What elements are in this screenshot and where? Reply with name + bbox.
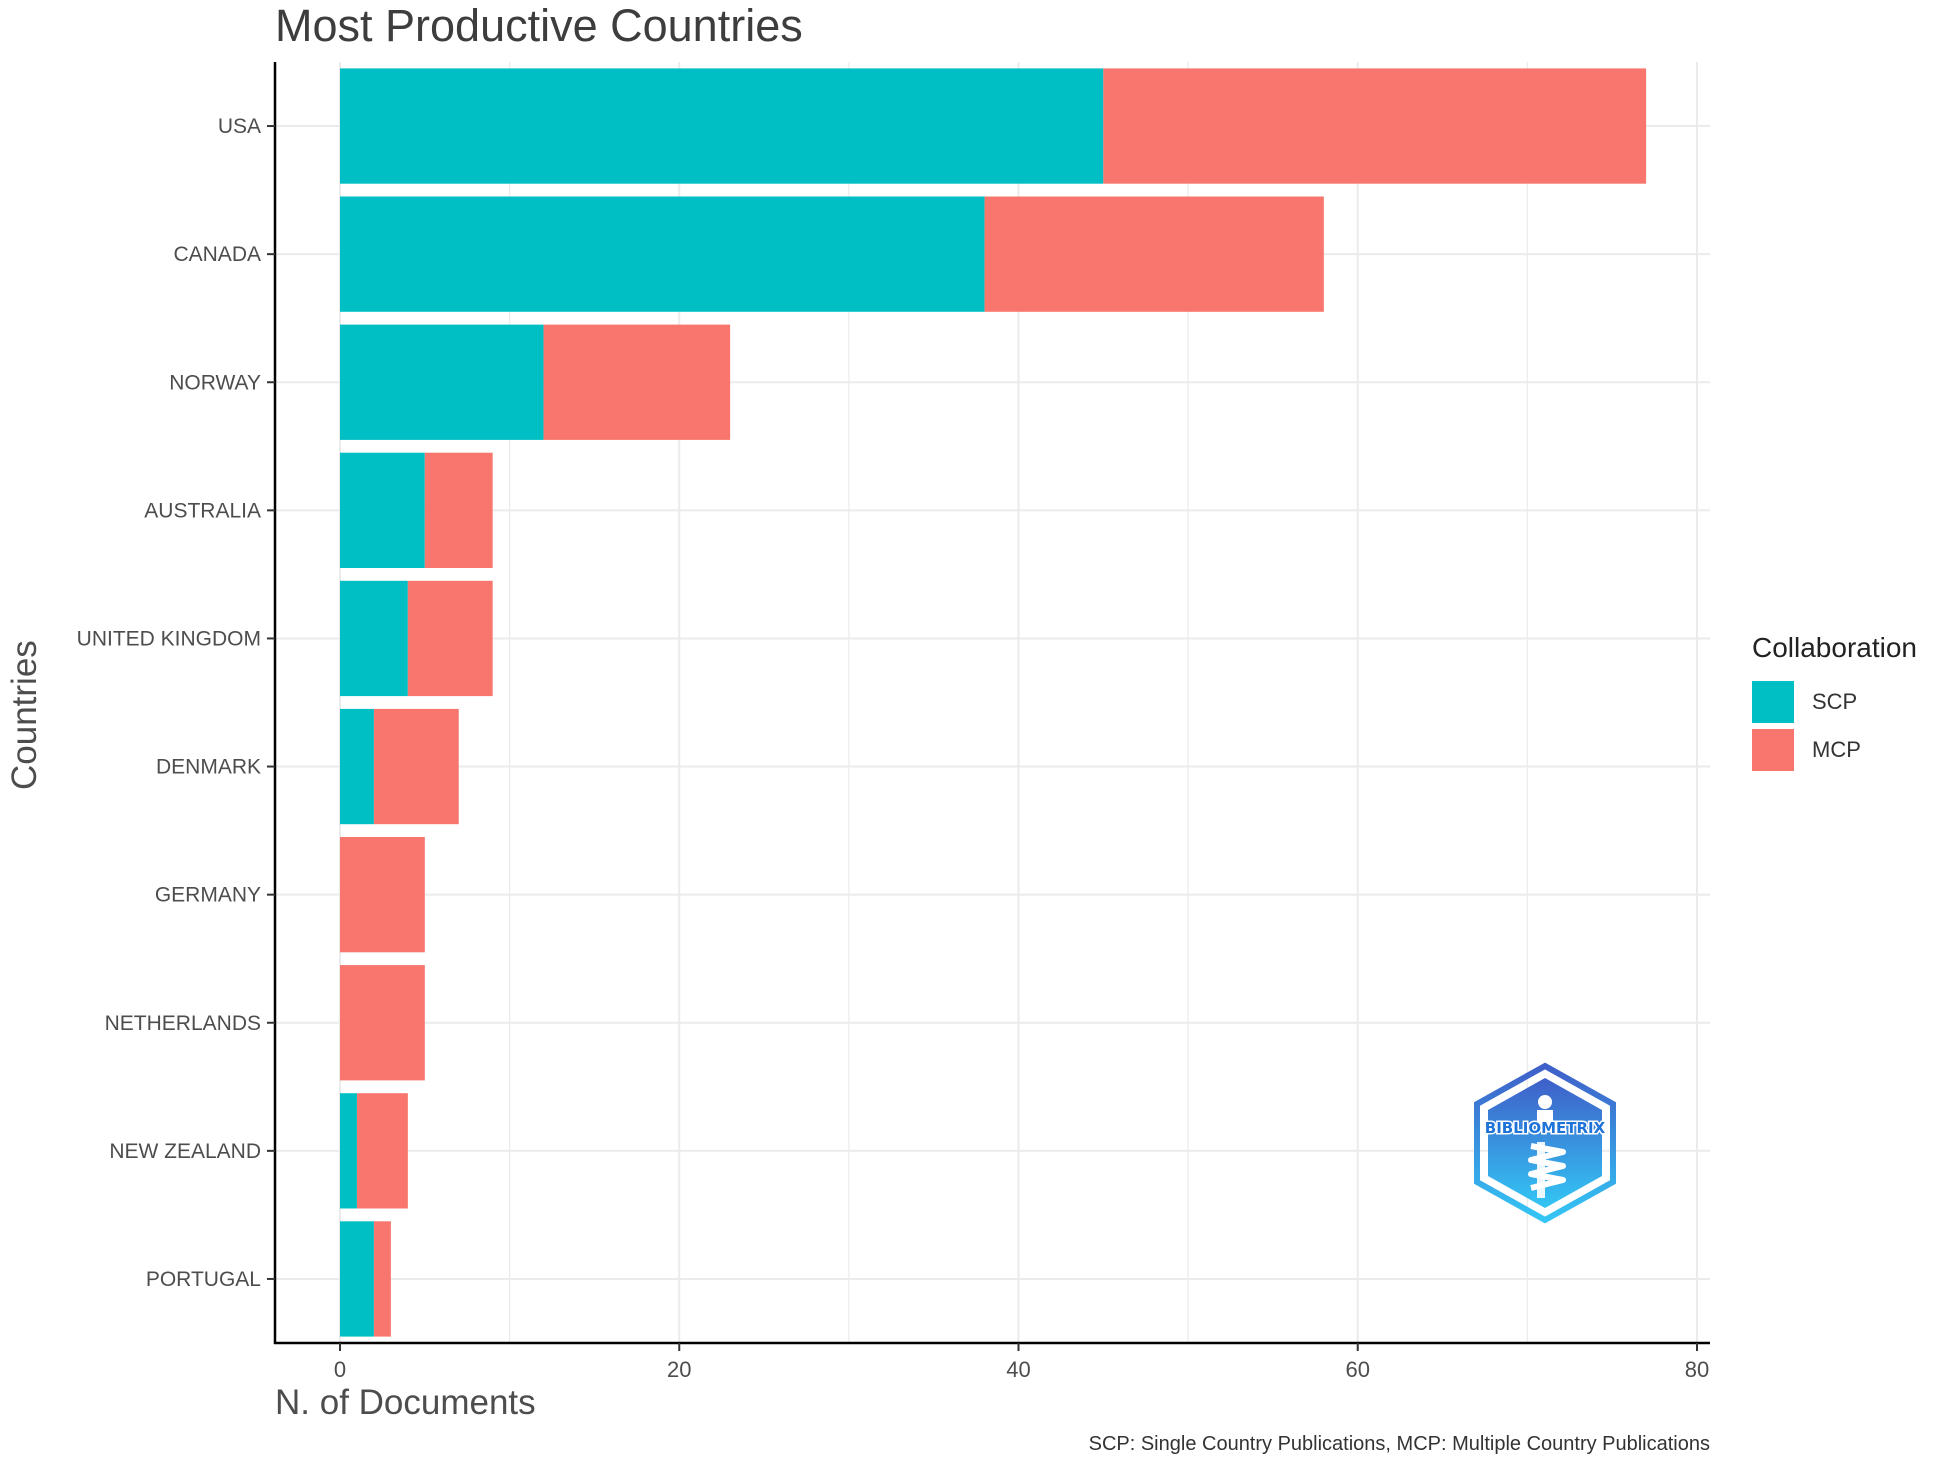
x-tick-label: 20 — [667, 1357, 691, 1382]
y-tick-label: DENMARK — [156, 756, 261, 779]
x-tick-labels: 0 20 40 60 80 — [334, 1343, 1709, 1382]
y-tick-label: AUSTRALIA — [144, 499, 261, 522]
bars — [340, 68, 1647, 1337]
bar-mcp-new-zealand — [356, 1093, 408, 1209]
bar-mcp-norway — [543, 324, 731, 440]
legend-title: Collaboration — [1752, 632, 1917, 663]
bar-mcp-portugal — [373, 1221, 391, 1337]
bar-scp-norway — [340, 324, 544, 440]
bar-mcp-usa — [1103, 68, 1647, 184]
y-tick-label: NEW ZEALAND — [109, 1140, 261, 1163]
legend-label-scp: SCP — [1812, 689, 1858, 714]
x-tick-label: 40 — [1006, 1357, 1030, 1382]
bar-mcp-australia — [424, 452, 493, 568]
legend-swatch-mcp — [1752, 729, 1794, 771]
legend: Collaboration SCP MCP — [1752, 632, 1917, 774]
y-tick-label: USA — [218, 115, 261, 138]
y-tick-label: UNITED KINGDOM — [77, 627, 261, 650]
legend-label-mcp: MCP — [1812, 737, 1861, 762]
chart-title: Most Productive Countries — [275, 0, 803, 51]
bar-mcp-netherlands — [340, 965, 425, 1081]
chart-caption: SCP: Single Country Publications, MCP: M… — [1088, 1433, 1710, 1455]
x-tick-label: 60 — [1346, 1357, 1370, 1382]
bar-scp-portugal — [340, 1221, 374, 1337]
legend-item-scp: SCP — [1752, 678, 1917, 726]
bar-scp-usa — [340, 68, 1104, 184]
x-tick-label: 80 — [1685, 1357, 1709, 1382]
bar-scp-canada — [340, 196, 985, 312]
bar-mcp-united-kingdom — [407, 580, 493, 697]
x-axis-label: N. of Documents — [275, 1383, 536, 1422]
axes — [273, 62, 1710, 1345]
y-tick-label: NETHERLANDS — [105, 1012, 261, 1035]
bar-scp-new-zealand — [340, 1093, 357, 1209]
bar-scp-united-kingdom — [340, 580, 408, 697]
y-tick-label: CANADA — [173, 243, 261, 266]
legend-swatch-scp — [1752, 681, 1794, 723]
y-axis-label: Countries — [5, 640, 44, 790]
y-tick-labels: USA CANADA NORWAY AUSTRALIA UNITED KINGDOM DE… — [77, 115, 275, 1291]
bar-mcp-canada — [984, 196, 1324, 312]
x-tick-label: 0 — [334, 1357, 346, 1382]
bibliometrix-logo-icon: BIBLIOMETRIX — [1474, 1062, 1616, 1224]
y-tick-label: PORTUGAL — [146, 1268, 261, 1291]
bar-scp-australia — [340, 452, 425, 568]
legend-item-mcp: MCP — [1752, 726, 1917, 774]
bar-scp-denmark — [340, 708, 374, 825]
bar-mcp-germany — [340, 837, 425, 953]
logo-text: BIBLIOMETRIX — [1485, 1119, 1606, 1137]
y-tick-label: GERMANY — [155, 884, 261, 907]
y-tick-label: NORWAY — [169, 371, 261, 394]
bar-mcp-denmark — [373, 708, 459, 825]
